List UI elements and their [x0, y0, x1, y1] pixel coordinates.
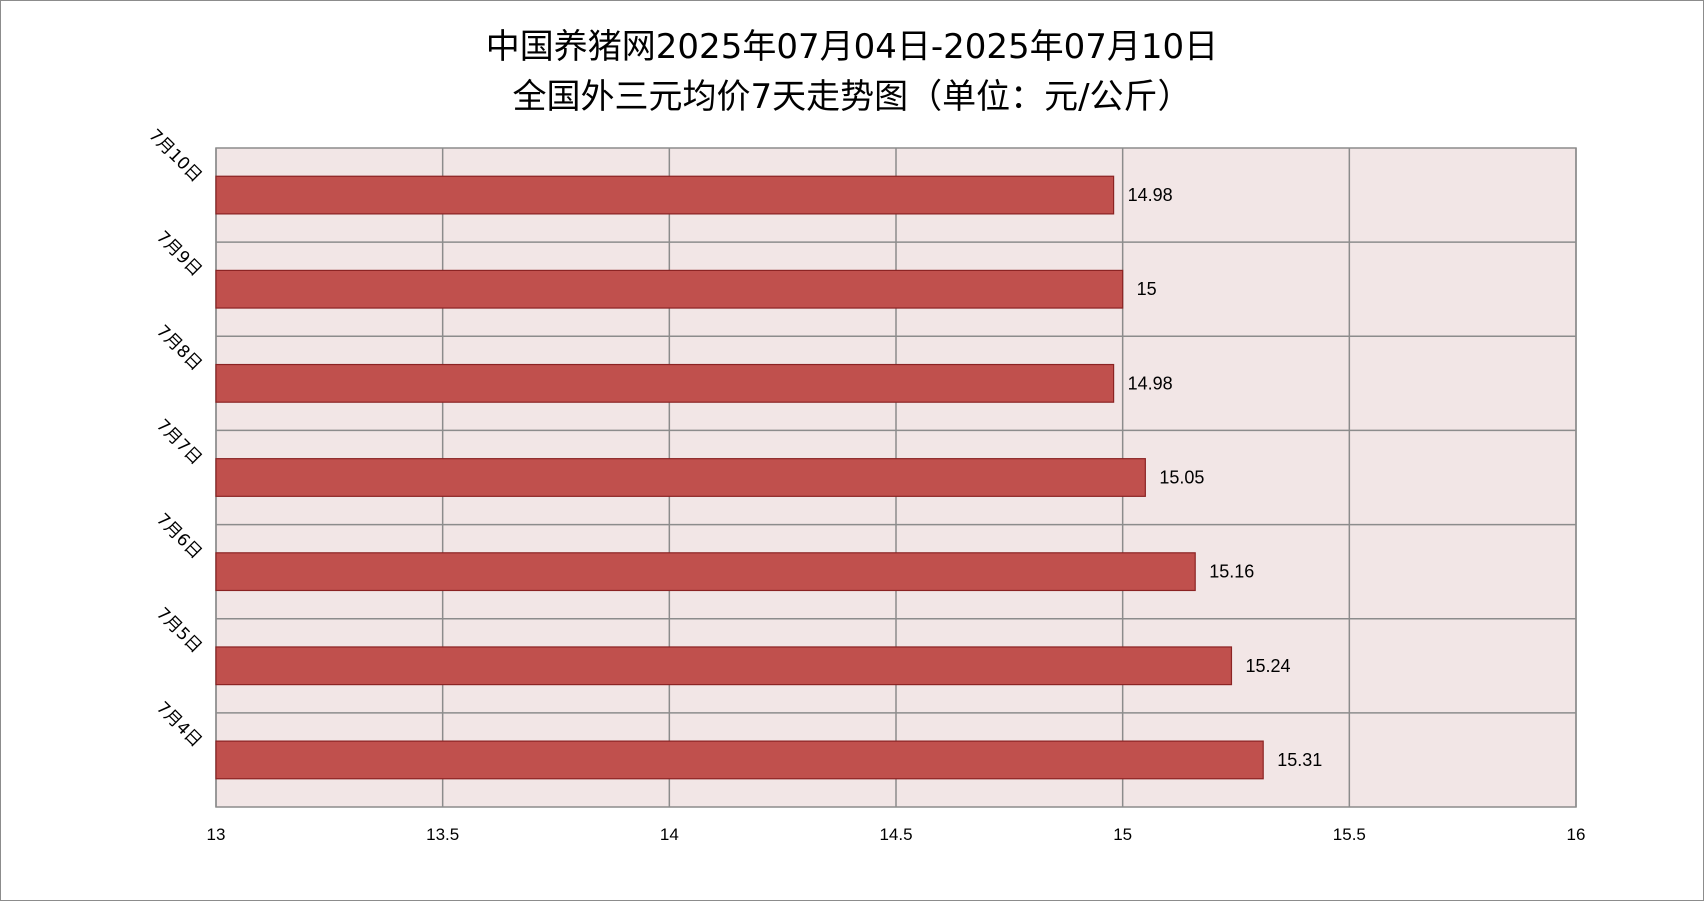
data-label: 15.31	[1277, 750, 1322, 770]
data-labels: 14.98 15 14.98 15.05 15.16 15.24 15.31	[1128, 185, 1323, 770]
data-label: 15.24	[1245, 656, 1290, 676]
chart-title: 中国养猪网2025年07月04日-2025年07月10日	[485, 27, 1219, 67]
bar	[215, 740, 1264, 780]
y-tick-label: 7月10日	[144, 125, 205, 186]
x-tick-label: 13	[207, 825, 226, 844]
y-tick-label: 7月7日	[152, 416, 205, 469]
y-tick-label: 7月6日	[152, 510, 205, 563]
x-axis-ticks: 13 13.5 14 14.5 15 15.5 16	[207, 825, 1586, 844]
y-tick-label: 7月4日	[152, 698, 205, 751]
chart-title-block: 中国养猪网2025年07月04日-2025年07月10日 全国外三元均价7天走势…	[0, 22, 1704, 122]
x-tick-label: 15	[1113, 825, 1132, 844]
x-tick-label: 16	[1567, 825, 1586, 844]
y-tick-label: 7月9日	[152, 227, 205, 280]
y-tick-label: 7月8日	[152, 321, 205, 374]
data-label: 15.16	[1209, 562, 1254, 582]
bar	[215, 646, 1233, 686]
bar	[215, 363, 1115, 403]
data-label: 15.05	[1159, 468, 1204, 488]
bar	[215, 175, 1115, 215]
bar	[215, 552, 1196, 592]
y-axis-ticks: 7月10日 7月9日 7月8日 7月7日 7月6日 7月5日 7月4日	[144, 125, 205, 751]
x-tick-label: 14	[660, 825, 679, 844]
x-tick-label: 14.5	[879, 825, 912, 844]
x-tick-label: 15.5	[1333, 825, 1366, 844]
bars	[215, 175, 1264, 780]
x-tick-label: 13.5	[426, 825, 459, 844]
data-label: 14.98	[1128, 185, 1173, 205]
bar	[215, 269, 1124, 309]
data-label: 14.98	[1128, 373, 1173, 393]
data-label: 15	[1137, 279, 1157, 299]
chart-subtitle: 全国外三元均价7天走势图（单位：元/公斤）	[512, 77, 1192, 117]
bar	[215, 458, 1146, 497]
gridlines	[215, 148, 1577, 807]
y-tick-label: 7月5日	[152, 604, 205, 657]
